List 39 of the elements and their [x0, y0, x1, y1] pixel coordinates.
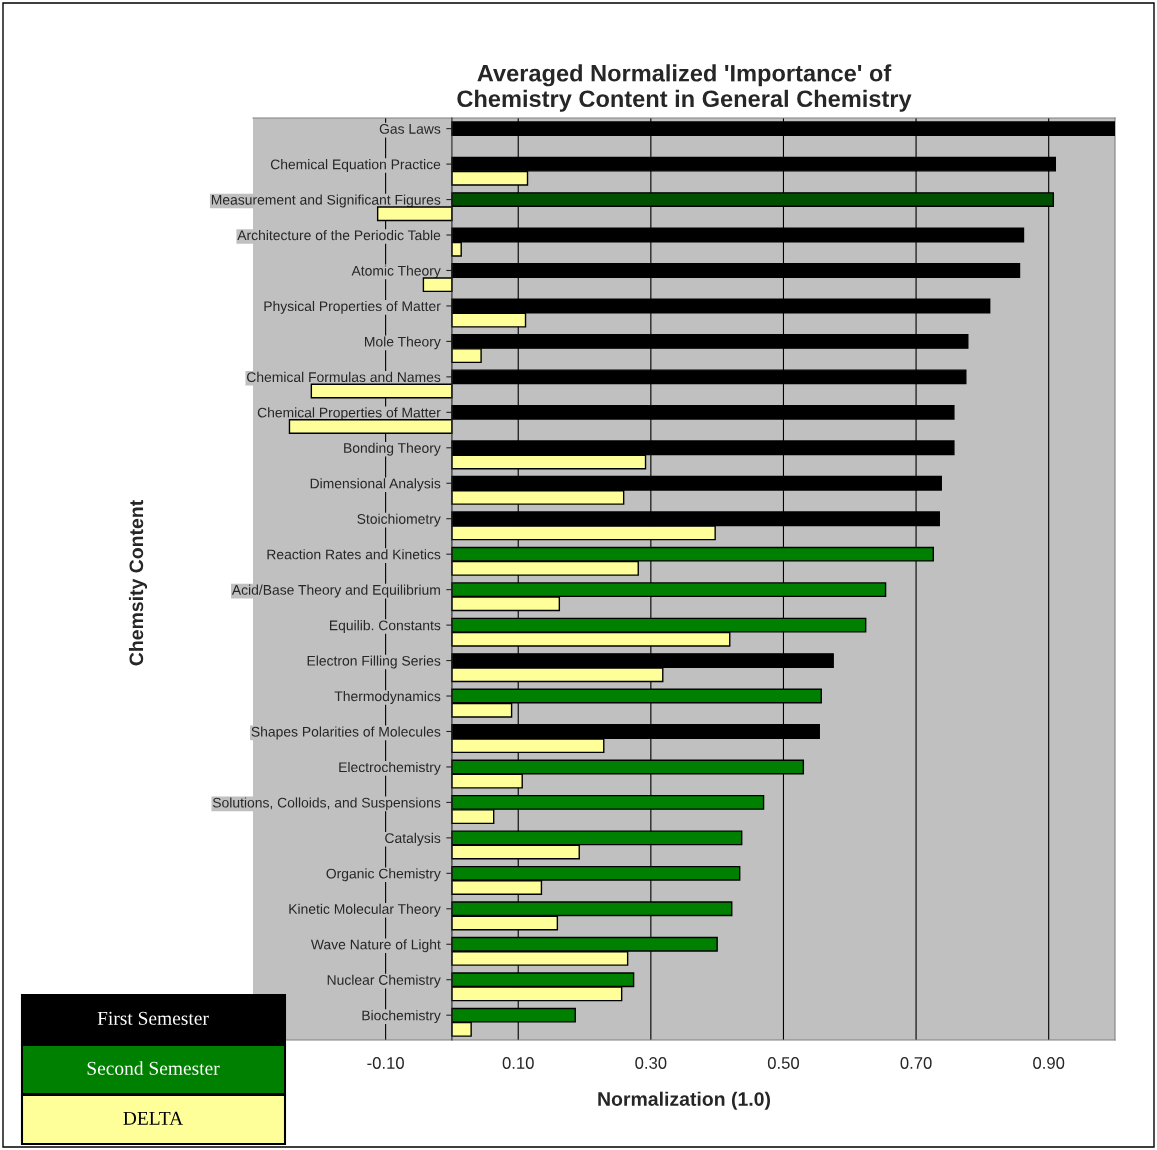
- x-tick-label: -0.10: [367, 1057, 404, 1069]
- y-tick-label: Reaction Rates and Kinetics: [267, 549, 441, 560]
- x-tick-label: 0.90: [1033, 1057, 1065, 1069]
- x-tick-label: 0.70: [900, 1057, 932, 1069]
- y-tick-label: Shapes Polarities of Molecules: [251, 726, 441, 740]
- y-tick-label: Electrochemistry: [339, 761, 441, 775]
- y-tick-label: Physical Properties of Matter: [264, 300, 441, 314]
- text: DELTA: [123, 1111, 184, 1125]
- y-tick-label: Dimensional Analysis: [310, 478, 441, 492]
- text: Second Semester: [87, 1061, 220, 1075]
- x-tick-label: 0.10: [502, 1057, 534, 1069]
- chart-title: Averaged Normalized 'Importance' of Chemistry Content in General Chemistry: [457, 64, 912, 112]
- y-tick-label: Bonding Theory: [344, 442, 441, 456]
- y-tick-label: Stoichiometry: [357, 513, 441, 527]
- y-axis-title: Chemsity Content: [128, 500, 148, 666]
- y-tick-label: Chemical Equation Practice: [270, 159, 441, 173]
- y-tick-label: Architecture of the Periodic Table: [237, 229, 441, 241]
- y-tick-label: Acid/Base Theory and Equilibrium: [231, 584, 440, 598]
- y-tick-label: Catalysis: [385, 832, 441, 846]
- y-tick-label: Kinetic Molecular Theory: [289, 903, 441, 917]
- y-tick-label: Solutions, Colloids, and Suspensions: [212, 797, 441, 811]
- y-tick-label: Gas Laws: [379, 123, 441, 134]
- y-tick-label: Biochemistry: [362, 1010, 441, 1024]
- y-tick-label: Nuclear Chemistry: [327, 974, 441, 988]
- text: First Semester: [97, 1011, 209, 1025]
- x-axis-title: Normalization (1.0): [598, 1091, 771, 1110]
- y-tick-label: Chemical Properties of Matter: [257, 407, 441, 421]
- y-tick-label: Atomic Theory: [351, 265, 441, 279]
- y-tick-label: Electron Filling Series: [307, 655, 441, 669]
- y-tick-label: Equilib. Constants: [330, 620, 441, 634]
- y-tick-label: Chemical Formulas and Names: [247, 371, 441, 383]
- y-tick-label: Mole Theory: [365, 336, 441, 350]
- y-tick-label: Thermodynamics: [334, 690, 441, 704]
- y-tick-label: Organic Chemistry: [326, 868, 441, 882]
- x-tick-label: 0.30: [635, 1057, 667, 1069]
- x-tick-label: 0.50: [767, 1057, 800, 1069]
- y-tick-label: Measurement and Significant Figures: [211, 194, 441, 208]
- bar: [422, 277, 453, 293]
- y-tick-label: Wave Nature of Light: [310, 939, 441, 953]
